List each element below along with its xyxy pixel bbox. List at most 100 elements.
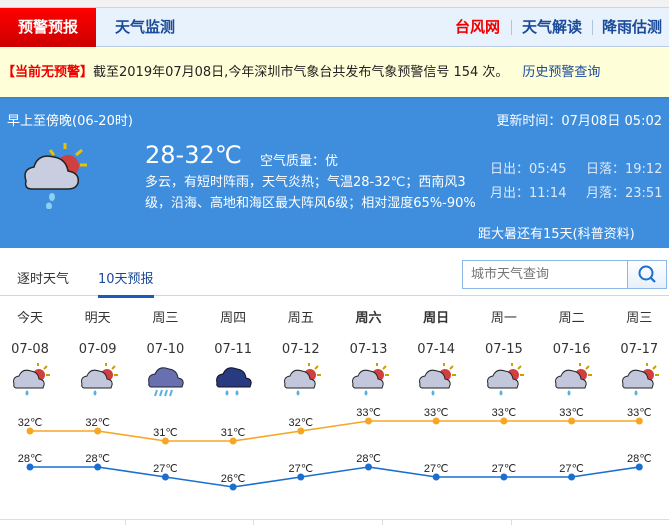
low-temp-label: 28℃ <box>356 453 381 465</box>
cloudy-shower-icon <box>13 363 50 396</box>
high-temp-point <box>161 437 169 445</box>
history-warning-link[interactable]: 历史预警查询 <box>522 65 601 80</box>
weekday: 周三 <box>626 311 653 326</box>
high-temp-label: 33℃ <box>492 407 517 419</box>
high-temp-point <box>365 417 372 425</box>
high-temp-point <box>297 427 305 435</box>
rain-icon <box>216 367 252 396</box>
tab-10-day[interactable]: 10天预报 <box>98 268 154 298</box>
cloudy-shower-icon <box>24 143 87 209</box>
date: 07-12 <box>281 342 320 357</box>
low-temp-point <box>161 473 169 481</box>
nav-rain-estimate[interactable]: 降雨估测 <box>602 18 663 36</box>
weekday: 周六 <box>355 311 382 326</box>
high-temp-point <box>635 417 643 425</box>
divider <box>511 20 512 35</box>
low-temp-point <box>568 473 576 481</box>
weekday: 周五 <box>287 311 314 326</box>
divider <box>592 20 593 35</box>
top-nav: 预警预报 天气监测 台风网 天气解读 降雨估测 <box>0 8 669 47</box>
low-temp-label: 28℃ <box>18 453 43 465</box>
cloudy-shower-icon <box>554 363 592 396</box>
forecast-day: 周五 07-12 <box>271 307 331 401</box>
forecast-day: 周四 07-11 <box>203 307 263 401</box>
date: 07-08 <box>11 342 49 357</box>
low-temp-point <box>26 463 34 471</box>
forecast-day: 周日 07-14 <box>406 307 466 401</box>
high-temp-label: 33℃ <box>627 407 652 419</box>
high-temp-point <box>26 427 34 435</box>
warning-status: 【当前无预警】 <box>2 65 94 80</box>
temp-range: 28-32℃ <box>145 141 242 169</box>
tab-hourly[interactable]: 逐时天气 <box>17 272 70 287</box>
low-temp-point <box>432 473 440 481</box>
high-temp-point <box>568 417 576 425</box>
nav-typhoon[interactable]: 台风网 <box>455 18 501 36</box>
aqi-value: 优 <box>325 154 339 169</box>
forecast-day: 周三 07-10 <box>135 307 195 401</box>
high-temp-label: 33℃ <box>559 407 584 419</box>
nav-weather-monitor[interactable]: 天气监测 <box>115 18 176 36</box>
high-temp-label: 32℃ <box>18 417 43 429</box>
date: 07-10 <box>146 342 185 357</box>
low-temp-point <box>500 473 508 481</box>
low-temp-label: 26℃ <box>221 473 246 485</box>
high-temp-point <box>94 427 102 435</box>
forecast-day: 周六 07-13 <box>339 307 399 401</box>
solar-term-link[interactable]: 距大暑还有15天(科普资料) <box>478 227 635 242</box>
heavy-rain-icon <box>148 367 185 397</box>
low-temp-label: 27℃ <box>289 463 314 475</box>
low-temp-point <box>94 463 102 471</box>
cloudy-shower-icon <box>622 363 660 396</box>
bottom-divider <box>0 519 669 525</box>
forecast-day: 明天 07-09 <box>68 307 128 401</box>
city-search-input[interactable] <box>463 261 629 288</box>
cloudy-shower-icon <box>283 363 321 396</box>
low-temp-label: 27℃ <box>559 463 584 475</box>
aqi-label: 空气质量： <box>260 154 326 169</box>
high-temp-line <box>30 420 640 442</box>
forecast-day: 周一 07-15 <box>474 307 534 401</box>
forecast-day: 周二 07-16 <box>542 307 602 401</box>
high-temp-label: 33℃ <box>424 407 449 419</box>
low-temp-label: 28℃ <box>85 453 110 465</box>
moonset: 月落：23:51 <box>586 186 663 201</box>
forecast-day: 周三 07-17 <box>609 307 669 401</box>
top-strip <box>0 0 669 8</box>
high-temp-label: 32℃ <box>289 417 314 429</box>
low-temp-point <box>635 463 643 471</box>
low-temp-label: 27℃ <box>424 463 449 475</box>
weekday: 明天 <box>84 311 111 326</box>
cloudy-shower-icon <box>486 363 524 396</box>
update-time: 更新时间：07月08日 05:02 <box>496 114 662 129</box>
cloudy-shower-icon <box>419 363 457 396</box>
date: 07-09 <box>78 342 117 357</box>
date: 07-14 <box>417 342 456 357</box>
date: 07-16 <box>552 342 591 357</box>
temperature-chart: 32℃ 32℃ 31℃ 31℃ 32℃ 33℃ 33℃ 33℃ 33℃ 33℃ 28℃ 28℃ 27℃ 2… <box>18 407 652 491</box>
weekday: 周三 <box>152 311 179 326</box>
date: 07-11 <box>214 342 252 357</box>
nav-warning-forecast[interactable]: 预警预报 <box>0 8 96 47</box>
high-temp-label: 31℃ <box>153 427 178 439</box>
high-temp-point <box>500 417 508 425</box>
search-icon <box>638 265 656 283</box>
date: 07-17 <box>620 342 659 357</box>
weekday: 今天 <box>16 311 43 326</box>
high-temp-label: 33℃ <box>356 407 381 419</box>
low-temp-point <box>229 483 237 491</box>
cloudy-shower-icon <box>351 363 389 396</box>
nav-weather-interpret[interactable]: 天气解读 <box>522 18 583 36</box>
forecast-day: 今天 07-08 <box>0 307 60 401</box>
moonrise: 月出：11:14 <box>490 186 567 201</box>
high-temp-label: 31℃ <box>221 427 246 439</box>
low-temp-point <box>297 473 305 481</box>
weekday: 周二 <box>558 311 585 326</box>
search-button[interactable] <box>627 261 666 288</box>
warning-bar: 【当前无预警】截至2019年07月08日,今年深圳市气象台共发布气象预警信号 1… <box>0 48 669 97</box>
city-search <box>462 260 667 289</box>
warning-text: 截至2019年07月08日,今年深圳市气象台共发布气象预警信号 154 次。 <box>93 65 509 80</box>
low-temp-label: 27℃ <box>492 463 517 475</box>
weekday: 周四 <box>220 311 247 326</box>
high-temp-point <box>229 437 237 445</box>
